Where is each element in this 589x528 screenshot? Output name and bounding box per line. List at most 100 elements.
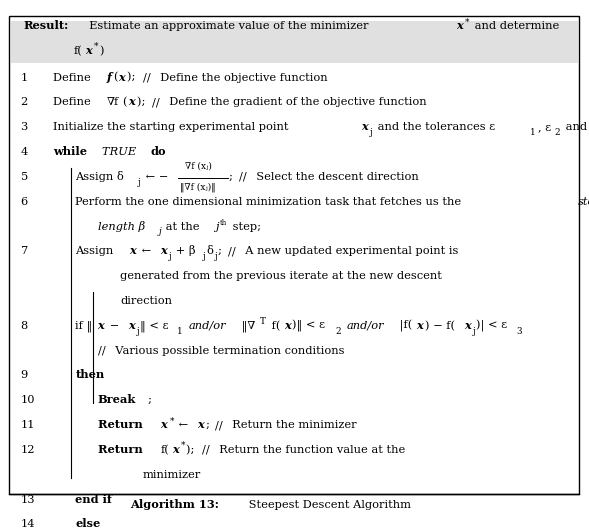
Text: x: x bbox=[98, 320, 104, 331]
Text: Assign δ: Assign δ bbox=[75, 171, 124, 182]
Text: x: x bbox=[130, 246, 136, 257]
Text: −: − bbox=[107, 321, 123, 331]
Text: j: j bbox=[216, 222, 219, 232]
Text: x: x bbox=[362, 121, 368, 133]
Text: f(: f( bbox=[74, 45, 82, 56]
Text: Return the minimizer: Return the minimizer bbox=[225, 420, 357, 430]
Text: and the tolerances ε: and the tolerances ε bbox=[374, 122, 495, 133]
Text: //: // bbox=[98, 346, 105, 356]
Text: x: x bbox=[85, 45, 92, 56]
Text: Various possible termination conditions: Various possible termination conditions bbox=[108, 346, 345, 356]
Text: ←: ← bbox=[138, 247, 155, 257]
Text: Initialize the starting experimental point: Initialize the starting experimental poi… bbox=[53, 122, 292, 133]
Text: j: j bbox=[215, 252, 217, 261]
Text: 11: 11 bbox=[21, 420, 35, 430]
Text: f: f bbox=[107, 72, 111, 83]
Text: j: j bbox=[137, 327, 140, 336]
Text: 4: 4 bbox=[21, 147, 28, 157]
Text: ;: ; bbox=[206, 420, 213, 430]
Text: 7: 7 bbox=[21, 247, 28, 257]
Text: ‖∇f (xⱼ)‖: ‖∇f (xⱼ)‖ bbox=[180, 182, 216, 192]
Text: ∇f (xⱼ): ∇f (xⱼ) bbox=[186, 162, 213, 171]
Text: 1: 1 bbox=[177, 327, 183, 336]
Text: Assign: Assign bbox=[75, 247, 117, 257]
Text: at the: at the bbox=[163, 222, 203, 232]
Text: 12: 12 bbox=[21, 445, 35, 455]
Text: 3: 3 bbox=[21, 122, 28, 133]
Text: j: j bbox=[472, 327, 475, 336]
Text: j: j bbox=[203, 252, 205, 261]
Text: ∇f: ∇f bbox=[107, 98, 118, 108]
Text: T: T bbox=[260, 317, 266, 326]
Text: Return the function value at the: Return the function value at the bbox=[212, 445, 405, 455]
Text: x: x bbox=[456, 20, 463, 31]
Text: x: x bbox=[128, 320, 135, 331]
FancyBboxPatch shape bbox=[9, 16, 579, 494]
Text: TRUE: TRUE bbox=[102, 147, 140, 157]
Text: x: x bbox=[284, 320, 290, 331]
Text: and ε: and ε bbox=[562, 122, 589, 133]
Text: δ: δ bbox=[206, 247, 213, 257]
Text: Define the objective function: Define the objective function bbox=[153, 73, 327, 83]
Text: );: ); bbox=[187, 445, 198, 455]
Text: f(: f( bbox=[161, 445, 170, 455]
Text: Return: Return bbox=[98, 419, 147, 430]
Text: + β: + β bbox=[172, 246, 196, 257]
Text: Algorithm 13:: Algorithm 13: bbox=[130, 499, 219, 510]
Text: Estimate an approximate value of the minimizer: Estimate an approximate value of the min… bbox=[82, 21, 372, 31]
Text: ): ) bbox=[100, 45, 104, 56]
Text: 1: 1 bbox=[530, 128, 536, 137]
Text: 2: 2 bbox=[554, 128, 560, 137]
Text: x: x bbox=[464, 320, 471, 331]
Text: 10: 10 bbox=[21, 395, 35, 406]
Text: x: x bbox=[161, 419, 167, 430]
Text: (: ( bbox=[112, 72, 117, 83]
Text: ;: ; bbox=[229, 172, 237, 182]
Text: x: x bbox=[128, 97, 135, 108]
Text: and determine: and determine bbox=[471, 21, 559, 31]
Text: ‖ < ε: ‖ < ε bbox=[140, 321, 168, 332]
Text: );: ); bbox=[127, 72, 139, 83]
Text: Define the gradient of the objective function: Define the gradient of the objective fun… bbox=[162, 98, 427, 108]
Text: 2: 2 bbox=[21, 98, 28, 108]
Text: //: // bbox=[239, 172, 247, 182]
Text: Select the descent direction: Select the descent direction bbox=[249, 172, 419, 182]
Text: (: ( bbox=[122, 97, 127, 108]
Text: Define: Define bbox=[53, 98, 94, 108]
Text: x: x bbox=[416, 320, 423, 331]
Text: 13: 13 bbox=[21, 495, 35, 505]
Text: 1: 1 bbox=[21, 73, 28, 83]
Text: *: * bbox=[465, 17, 469, 26]
Text: 5: 5 bbox=[21, 172, 28, 182]
Text: x: x bbox=[172, 444, 178, 455]
Text: while: while bbox=[53, 146, 91, 157]
Text: j: j bbox=[159, 228, 161, 237]
Text: j: j bbox=[370, 128, 373, 137]
Text: th: th bbox=[220, 219, 227, 227]
Text: then: then bbox=[75, 370, 105, 381]
Text: and/or: and/or bbox=[347, 321, 385, 331]
Text: and/or: and/or bbox=[189, 321, 227, 331]
Text: end if: end if bbox=[75, 494, 112, 505]
Text: do: do bbox=[151, 146, 166, 157]
Text: length β: length β bbox=[98, 221, 145, 232]
Text: );: ); bbox=[137, 97, 148, 108]
Text: *: * bbox=[170, 417, 174, 426]
Text: if ‖: if ‖ bbox=[75, 321, 92, 332]
Text: step;: step; bbox=[229, 222, 262, 232]
Text: Result:: Result: bbox=[24, 20, 69, 31]
Text: )| < ε: )| < ε bbox=[476, 320, 507, 332]
Text: //: // bbox=[152, 98, 160, 108]
Text: ;: ; bbox=[147, 395, 151, 406]
Text: 8: 8 bbox=[21, 321, 28, 331]
Text: minimizer: minimizer bbox=[143, 470, 201, 480]
Text: ←: ← bbox=[175, 420, 192, 430]
Text: Steepest Descent Algorithm: Steepest Descent Algorithm bbox=[245, 500, 411, 510]
Text: Define: Define bbox=[53, 73, 94, 83]
Text: Perform the one dimensional minimization task that fetches us the: Perform the one dimensional minimization… bbox=[75, 197, 465, 207]
Text: step: step bbox=[578, 197, 589, 207]
Text: generated from the previous iterate at the new descent: generated from the previous iterate at t… bbox=[120, 271, 442, 281]
Text: j: j bbox=[168, 252, 171, 261]
Text: //: // bbox=[143, 73, 150, 83]
Text: 14: 14 bbox=[21, 520, 35, 528]
